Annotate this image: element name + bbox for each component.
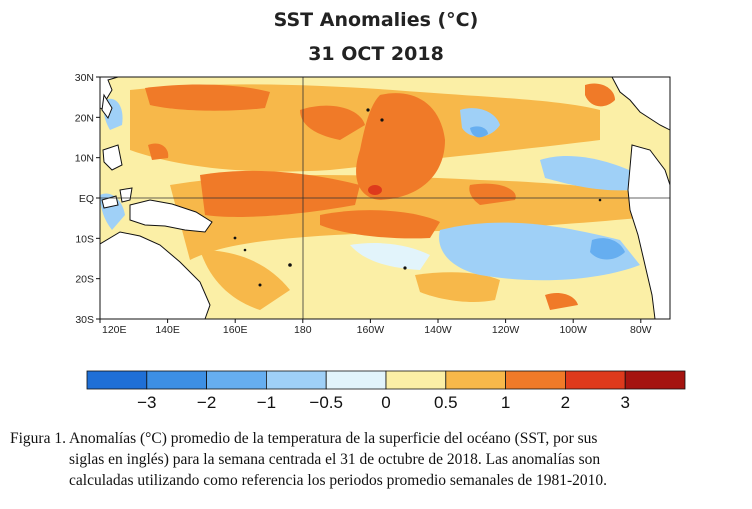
anomaly-field (100, 77, 670, 319)
colorbar-label: −2 (197, 393, 216, 412)
lat-label: EQ (79, 193, 94, 205)
caption-line-2: siglas en inglés) para la semana centrad… (69, 451, 601, 468)
colorbar-segment (265, 370, 327, 390)
lat-label: 10N (75, 153, 94, 165)
colorbar-label: −1 (257, 393, 276, 412)
land-masses (100, 77, 670, 319)
lon-label: 140W (424, 324, 452, 336)
lat-label: 20N (75, 112, 94, 124)
caption-line-1: Figura 1. Anomalías (°C) promedio de la … (10, 430, 598, 447)
lon-label: 120E (102, 324, 127, 336)
lon-label: 180 (294, 324, 312, 336)
lat-label: 30N (75, 72, 94, 84)
figure-caption: Figura 1. Anomalías (°C) promedio de la … (10, 428, 745, 491)
islands (233, 108, 602, 287)
colorbar (86, 370, 686, 390)
lon-label: 160E (223, 324, 248, 336)
colorbar-label: −0.5 (309, 393, 343, 412)
colorbar-label: 0.5 (434, 393, 458, 412)
colorbar-label: −3 (137, 393, 156, 412)
colorbar-segment (325, 370, 387, 390)
lat-label: 20S (75, 274, 94, 286)
lon-label: 80W (630, 324, 652, 336)
map-title: SST Anomalies (°C) (273, 9, 479, 31)
colorbar-segment (206, 370, 267, 390)
colorbar-segment (86, 370, 148, 390)
lat-label: 10S (75, 233, 94, 245)
colorbar-segment (624, 370, 686, 390)
latitude-labels: 30N 20N 10N EQ 10S 20S 30S (75, 72, 100, 326)
colorbar-segment (385, 370, 447, 390)
colorbar-label: 3 (620, 393, 629, 412)
colorbar-segment (146, 370, 208, 390)
lon-label: 160W (357, 324, 385, 336)
lat-label: 30S (75, 314, 94, 326)
sst-anomaly-map: 30N 20N 10N EQ 10S 20S 30S 120E 140E 160E 180 160W… (75, 72, 686, 412)
colorbar-label: 1 (501, 393, 510, 412)
colorbar-segment (505, 370, 566, 390)
longitude-labels: 120E 140E 160E 180 160W 140W 120W 100W 80W (99, 319, 652, 336)
lon-label: 120W (492, 324, 520, 336)
lon-label: 140E (155, 324, 180, 336)
caption-line-3: calculadas utilizando como referencia lo… (69, 472, 608, 489)
colorbar-segment (445, 370, 506, 390)
colorbar-segment (565, 370, 626, 390)
colorbar-label: 0 (381, 393, 390, 412)
map-date: 31 OCT 2018 (308, 43, 444, 65)
colorbar-labels: −3 −2 −1 −0.5 0 0.5 1 2 3 (137, 393, 630, 412)
colorbar-label: 2 (561, 393, 570, 412)
lon-label: 100W (559, 324, 587, 336)
